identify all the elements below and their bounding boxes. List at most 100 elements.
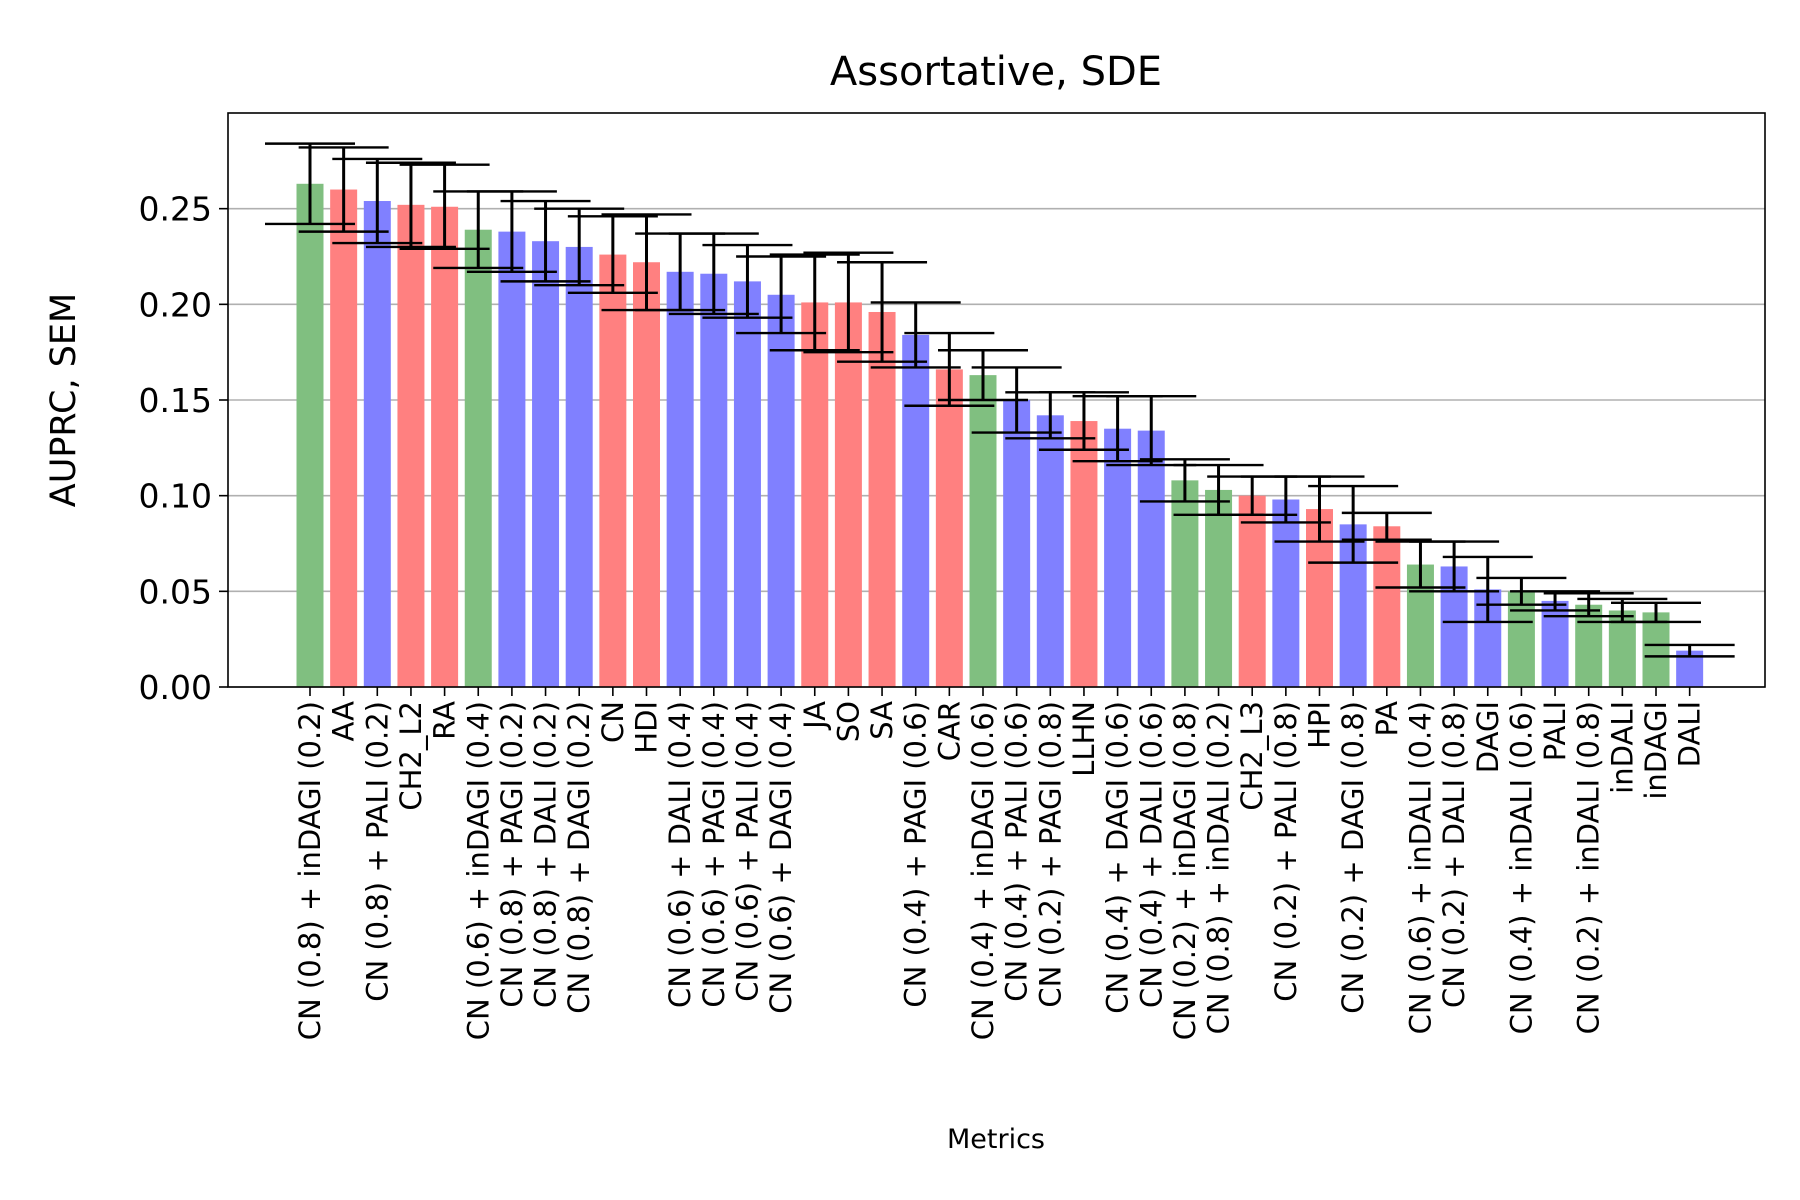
error-bar	[332, 157, 423, 245]
bar	[532, 241, 560, 687]
bar	[1507, 591, 1535, 687]
y-tick-label: 0.20	[139, 285, 212, 324]
x-tick-label: CN (0.4) + PALI (0.6)	[1000, 701, 1034, 1002]
x-tick-label: CN (0.8) + DALI (0.2)	[529, 701, 563, 1008]
x-tick-label: AA	[327, 701, 361, 742]
error-bar	[1274, 475, 1365, 543]
x-tick-label: SA	[865, 701, 899, 740]
bar	[1137, 430, 1165, 687]
error-bar	[466, 190, 557, 274]
x-tick-label: CN (0.8) + inDALI (0.2)	[1202, 701, 1236, 1034]
error-bar	[1543, 592, 1634, 618]
bar	[666, 271, 694, 687]
bar	[1036, 415, 1064, 687]
x-tick-label: inDAGI	[1639, 701, 1673, 800]
x-tick-label: CN (0.6) + DALI (0.4)	[663, 701, 697, 1008]
bar	[296, 183, 324, 687]
y-tick-label: 0.25	[139, 190, 212, 229]
x-tick-label: CN (0.8) + inDAGI (0.2)	[293, 701, 327, 1040]
bar	[1205, 489, 1233, 687]
x-tick-label: CN (0.6) + PAGI (0.4)	[697, 701, 731, 1008]
bar	[565, 246, 593, 687]
error-bar	[1341, 511, 1432, 541]
x-tick-label: CN (0.2) + DAGI (0.8)	[1336, 701, 1370, 1014]
bar	[1104, 428, 1132, 687]
x-tick-label: CN (0.8) + PAGI (0.2)	[495, 701, 529, 1008]
bar	[397, 204, 425, 687]
x-tick-label: PA	[1370, 701, 1404, 737]
y-axis-ticks: 0.00 0.05 0.10 0.15 0.20 0.25	[139, 190, 228, 707]
y-tick-label: 0.10	[139, 477, 212, 516]
error-bar	[534, 207, 625, 287]
x-tick-label: SO	[831, 701, 865, 742]
bar	[1575, 604, 1603, 687]
error-bar	[1442, 555, 1533, 624]
error-bar	[265, 142, 355, 226]
x-tick-label: CN (0.4) + DALI (0.6)	[1134, 701, 1168, 1008]
error-bar	[1308, 484, 1399, 564]
bar	[969, 375, 997, 687]
chart-title: Assortative, SDE	[830, 49, 1162, 95]
error-bar	[1644, 643, 1735, 658]
y-tick-label: 0.00	[139, 668, 212, 707]
error-bars	[265, 142, 1735, 658]
bar	[902, 334, 930, 687]
x-tick-label: CN (0.2) + PAGI (0.8)	[1033, 701, 1067, 1008]
bar	[801, 302, 829, 687]
error-bar	[668, 232, 759, 316]
x-tick-label: CN (0.4) + PAGI (0.6)	[899, 701, 933, 1008]
x-tick-label: CN (0.6) + inDAGI (0.4)	[461, 701, 495, 1040]
bar	[1373, 526, 1401, 687]
x-tick-label: CH2_L2	[394, 701, 428, 811]
x-axis-ticks: CN (0.8) + inDAGI (0.2) AA CN (0.8) + PALI…	[293, 687, 1707, 1040]
bar	[834, 302, 862, 687]
x-tick-label: HPI	[1303, 701, 1337, 749]
bar	[700, 273, 728, 687]
bar	[633, 262, 660, 687]
error-bar	[1409, 540, 1500, 593]
error-bar	[938, 349, 1028, 402]
x-tick-label: CAR	[932, 701, 966, 761]
error-bar	[769, 253, 860, 352]
error-bar	[1038, 391, 1129, 451]
x-tick-label: CN (0.2) + PALI (0.8)	[1269, 701, 1303, 1002]
x-tick-label: CN (0.8) + PALI (0.2)	[360, 701, 394, 1002]
bar	[1171, 480, 1199, 687]
x-tick-label: inDALI	[1605, 701, 1639, 794]
x-tick-label: CN (0.6) + inDALI (0.4)	[1403, 701, 1437, 1034]
error-bar	[567, 215, 658, 295]
bar	[1003, 400, 1031, 687]
error-bar	[399, 163, 490, 251]
bar	[498, 231, 526, 688]
error-bar	[1510, 590, 1601, 612]
x-tick-label: CN (0.4) + DAGI (0.6)	[1101, 701, 1135, 1014]
bar	[1608, 610, 1636, 687]
x-tick-label: JA	[798, 701, 832, 731]
x-tick-label: CN	[596, 701, 630, 743]
error-bar	[298, 146, 389, 233]
x-tick-label: HDI	[630, 701, 664, 754]
error-bar	[837, 261, 928, 363]
x-axis-label: Metrics	[947, 1124, 1045, 1155]
error-bar	[803, 251, 894, 354]
bar	[330, 189, 358, 688]
bar	[1238, 495, 1266, 687]
error-bar	[971, 366, 1062, 434]
error-bar	[1139, 458, 1230, 503]
y-tick-label: 0.15	[139, 381, 212, 420]
bar	[1272, 499, 1300, 687]
error-bar	[870, 301, 961, 369]
x-tick-label: CN (0.2) + inDALI (0.8)	[1572, 701, 1606, 1034]
x-tick-label: CN (0.8) + DAGI (0.2)	[562, 701, 596, 1014]
y-axis-label: AUPRC, SEM	[44, 293, 84, 507]
bar	[767, 294, 795, 687]
x-tick-label: RA	[428, 701, 462, 740]
bar	[868, 311, 896, 687]
x-tick-label: CN (0.6) + DAGI (0.4)	[764, 701, 798, 1014]
x-tick-label: CN (0.6) + PALI (0.4)	[730, 701, 764, 1002]
bar	[464, 229, 492, 688]
x-tick-label: CN (0.4) + inDALI (0.6)	[1504, 701, 1538, 1034]
x-tick-label: DAGI	[1471, 701, 1505, 773]
bar	[935, 369, 963, 687]
